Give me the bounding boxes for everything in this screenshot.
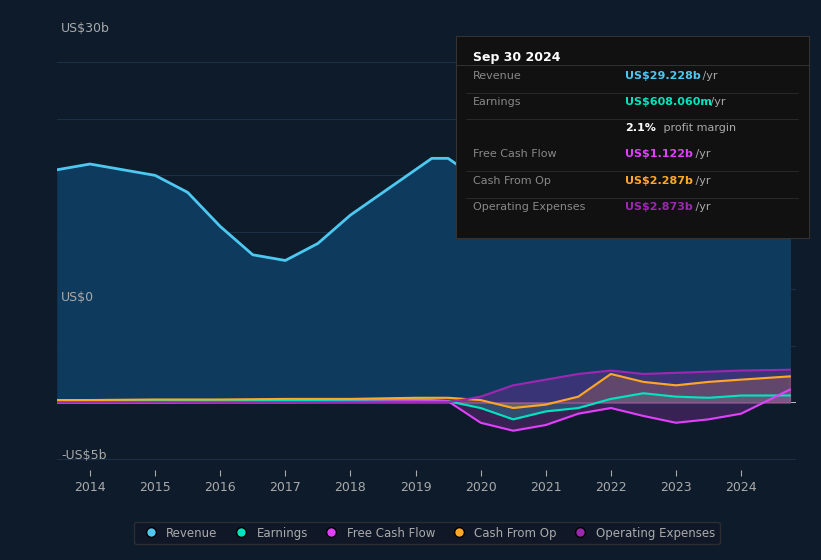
Text: US$29.228b: US$29.228b — [625, 71, 701, 81]
Text: US$30b: US$30b — [62, 22, 110, 35]
Text: /yr: /yr — [692, 202, 710, 212]
Text: /yr: /yr — [707, 97, 725, 107]
Text: US$0: US$0 — [62, 291, 94, 305]
Text: Free Cash Flow: Free Cash Flow — [474, 150, 557, 159]
Text: Operating Expenses: Operating Expenses — [474, 202, 585, 212]
Text: US$608.060m: US$608.060m — [625, 97, 712, 107]
Legend: Revenue, Earnings, Free Cash Flow, Cash From Op, Operating Expenses: Revenue, Earnings, Free Cash Flow, Cash … — [135, 522, 719, 544]
Text: /yr: /yr — [692, 175, 710, 185]
Text: US$2.287b: US$2.287b — [625, 175, 693, 185]
Text: US$1.122b: US$1.122b — [625, 150, 693, 159]
Text: profit margin: profit margin — [660, 123, 736, 133]
Text: US$2.873b: US$2.873b — [625, 202, 693, 212]
Text: 2.1%: 2.1% — [625, 123, 656, 133]
Text: -US$5b: -US$5b — [62, 449, 107, 462]
Text: /yr: /yr — [699, 71, 718, 81]
Text: Cash From Op: Cash From Op — [474, 175, 551, 185]
Text: Sep 30 2024: Sep 30 2024 — [474, 50, 561, 63]
Text: Revenue: Revenue — [474, 71, 522, 81]
Text: Earnings: Earnings — [474, 97, 522, 107]
Text: /yr: /yr — [692, 150, 710, 159]
